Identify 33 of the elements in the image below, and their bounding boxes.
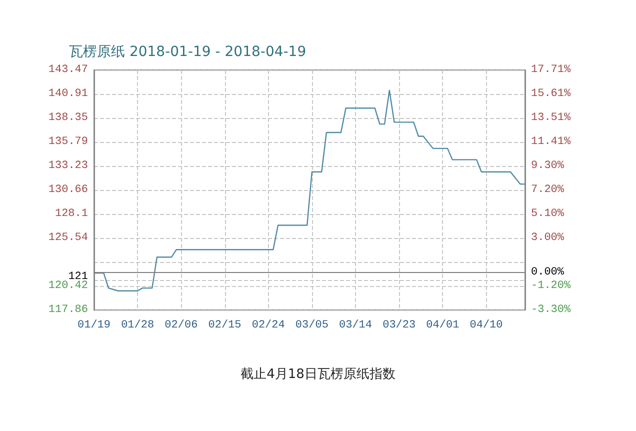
y2-tick-label: 17.71% [531,64,572,76]
y-tick-label: 138.35 [48,112,88,124]
y-tick-label: 140.91 [48,88,88,100]
x-tick-label: 01/28 [121,320,154,332]
x-tick-label: 03/23 [382,320,416,332]
text: 截止4月18日瓦楞原纸指数 [240,367,396,382]
x-tick-label: 04/10 [470,320,503,332]
y2-tick-label: -1.20% [531,280,572,292]
y2-tick-label: 13.51% [531,112,572,124]
x-tick-label: 01/19 [77,320,111,332]
y-tick-label: 143.47 [48,64,88,76]
x-tick-label: 02/24 [252,320,286,332]
y2-tick-label: 9.30% [531,160,564,172]
y2-tick-label: 0.00% [531,266,564,278]
y2-tick-label: 15.61% [531,88,572,100]
y-tick-label: 117.86 [48,304,88,316]
y-tick-label: 133.23 [48,160,88,172]
y-tick-label: 130.66 [48,184,88,196]
line-series [93,90,526,292]
x-tick-label: 03/05 [295,320,328,332]
y-tick-label: 125.54 [48,232,88,244]
x-tick-label: 04/01 [426,320,460,332]
x-tick-label: 02/15 [208,320,242,332]
chart-title: 瓦楞原纸 2018-01-19 - 2018-04-19 [69,44,306,60]
y2-tick-label: -3.30% [531,304,572,316]
y-tick-label: 128.1 [54,208,88,220]
x-tick-label: 02/06 [164,320,198,332]
x-tick-label: 03/14 [339,320,372,332]
y2-tick-label: 5.10% [531,208,564,220]
y2-tick-label: 11.41% [531,136,572,148]
y2-tick-label: 7.20% [531,184,564,196]
y2-tick-label: 3.00% [531,232,564,244]
y-tick-label: 135.79 [48,136,88,148]
